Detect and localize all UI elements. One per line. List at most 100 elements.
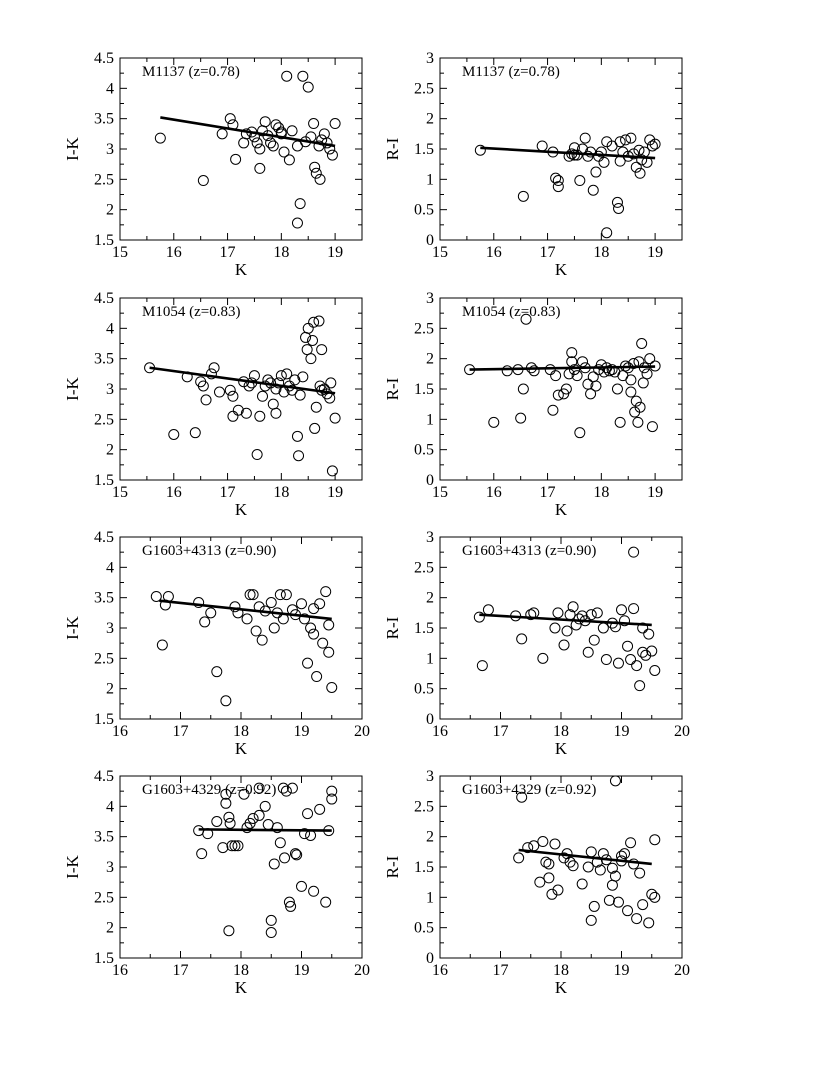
- x-tick-label: 18: [593, 484, 609, 501]
- y-tick-label: 1: [426, 650, 434, 667]
- data-point: [274, 589, 286, 601]
- x-tick-label: 19: [327, 244, 343, 261]
- y-tick-label: 1: [426, 411, 434, 428]
- data-point: [251, 137, 263, 149]
- data-point: [622, 905, 634, 917]
- y-tick-label: 2.5: [414, 798, 434, 815]
- x-axis-label: K: [555, 739, 568, 758]
- data-point: [289, 848, 301, 860]
- data-point: [227, 410, 239, 422]
- y-tick-label: 2: [106, 920, 114, 937]
- data-point: [510, 610, 522, 622]
- data-point: [208, 362, 220, 374]
- data-point: [251, 449, 263, 461]
- x-tick-label: 20: [354, 723, 370, 740]
- x-tick-label: 17: [220, 244, 236, 261]
- y-tick-label: 1.5: [414, 141, 434, 158]
- data-point: [259, 800, 271, 812]
- y-axis-label: I-K: [63, 854, 82, 878]
- data-point: [625, 654, 637, 666]
- data-point: [323, 646, 335, 658]
- data-point: [216, 128, 228, 140]
- x-tick-label: 17: [493, 962, 509, 979]
- data-point: [277, 613, 289, 625]
- panel-label: G1603+4313 (z=0.90): [142, 543, 276, 559]
- y-tick-label: 2.5: [94, 650, 114, 667]
- panel-label: M1054 (z=0.83): [142, 304, 240, 320]
- data-point: [646, 140, 658, 152]
- data-point: [625, 374, 637, 386]
- data-point: [267, 398, 279, 410]
- data-point: [280, 589, 292, 601]
- data-point: [594, 864, 606, 876]
- y-axis-label: I-K: [63, 615, 82, 639]
- panel-g4313-ri: 16 17 18 19 20 0 0.5 1 1.5 2 2.5 3 K R-I G1603+4313 (z…: [383, 529, 690, 758]
- data-point: [616, 855, 627, 867]
- data-point: [241, 613, 253, 625]
- panel-m1054-ri: 15 16 17 18 19 0 0.5 1 1.5 2 2.5 3 K R-I M1054 (z=0.83…: [383, 290, 683, 519]
- data-point: [564, 856, 576, 868]
- data-point: [283, 896, 295, 908]
- data-point: [474, 144, 486, 156]
- x-tick-label: 18: [553, 962, 569, 979]
- y-tick-label: 4.5: [94, 50, 114, 67]
- y-tick-label: 0: [426, 472, 434, 489]
- data-point: [546, 888, 558, 900]
- data-point: [646, 421, 658, 433]
- data-point: [196, 848, 208, 860]
- data-point: [308, 316, 320, 328]
- x-tick-label: 19: [327, 484, 343, 501]
- data-point: [308, 885, 320, 897]
- plot-frame: [439, 775, 683, 959]
- data-point: [568, 142, 580, 154]
- data-point: [275, 126, 287, 138]
- data-point: [622, 150, 634, 162]
- data-point: [597, 848, 609, 860]
- data-point: [326, 465, 338, 477]
- y-tick-label: 0.5: [414, 202, 434, 219]
- data-point: [644, 353, 656, 365]
- data-point: [291, 217, 303, 229]
- data-point: [640, 649, 652, 661]
- panel-m1137-ri: 15 16 17 18 19 0 0.5 1 1.5 2 2.5 3 K R-I M1137 (z=0.78…: [383, 50, 683, 279]
- data-point: [302, 657, 314, 669]
- data-point: [550, 370, 562, 382]
- data-point: [561, 625, 573, 637]
- data-point: [247, 589, 259, 601]
- fit-line: [160, 116, 336, 148]
- x-tick-label: 18: [553, 723, 569, 740]
- data-point: [299, 828, 311, 840]
- data-point: [281, 70, 293, 82]
- data-point: [262, 374, 274, 386]
- x-tick-label: 19: [614, 723, 630, 740]
- data-point: [324, 392, 336, 404]
- fit-line: [518, 848, 652, 866]
- data-point: [211, 666, 223, 678]
- data-point: [154, 132, 166, 144]
- y-tick-label: 2: [106, 442, 114, 459]
- x-axis-label: K: [555, 500, 568, 519]
- y-tick-label: 1.5: [414, 620, 434, 637]
- data-point: [316, 134, 328, 146]
- x-tick-label: 16: [486, 484, 502, 501]
- data-point: [259, 380, 271, 392]
- data-point: [281, 368, 293, 380]
- data-point: [633, 356, 645, 368]
- data-point: [649, 360, 661, 372]
- data-layer: [193, 782, 338, 939]
- y-tick-label: 4.5: [94, 290, 114, 307]
- data-point: [289, 374, 301, 386]
- data-point: [307, 334, 319, 346]
- y-tick-label: 2.5: [94, 411, 114, 428]
- y-tick-label: 2.5: [414, 320, 434, 337]
- data-point: [634, 401, 646, 413]
- data-point: [265, 927, 277, 939]
- data-point: [259, 116, 271, 128]
- data-layer: [474, 132, 661, 239]
- panel-m1054-ik: 15 16 17 18 19 1.5 2 2.5 3 3.5 4 4.5 K I-K M1054 (z=0.…: [63, 290, 363, 519]
- data-point: [223, 811, 235, 823]
- data-point: [329, 412, 341, 424]
- data-point: [211, 816, 223, 827]
- data-point: [512, 364, 524, 376]
- data-point: [247, 812, 259, 824]
